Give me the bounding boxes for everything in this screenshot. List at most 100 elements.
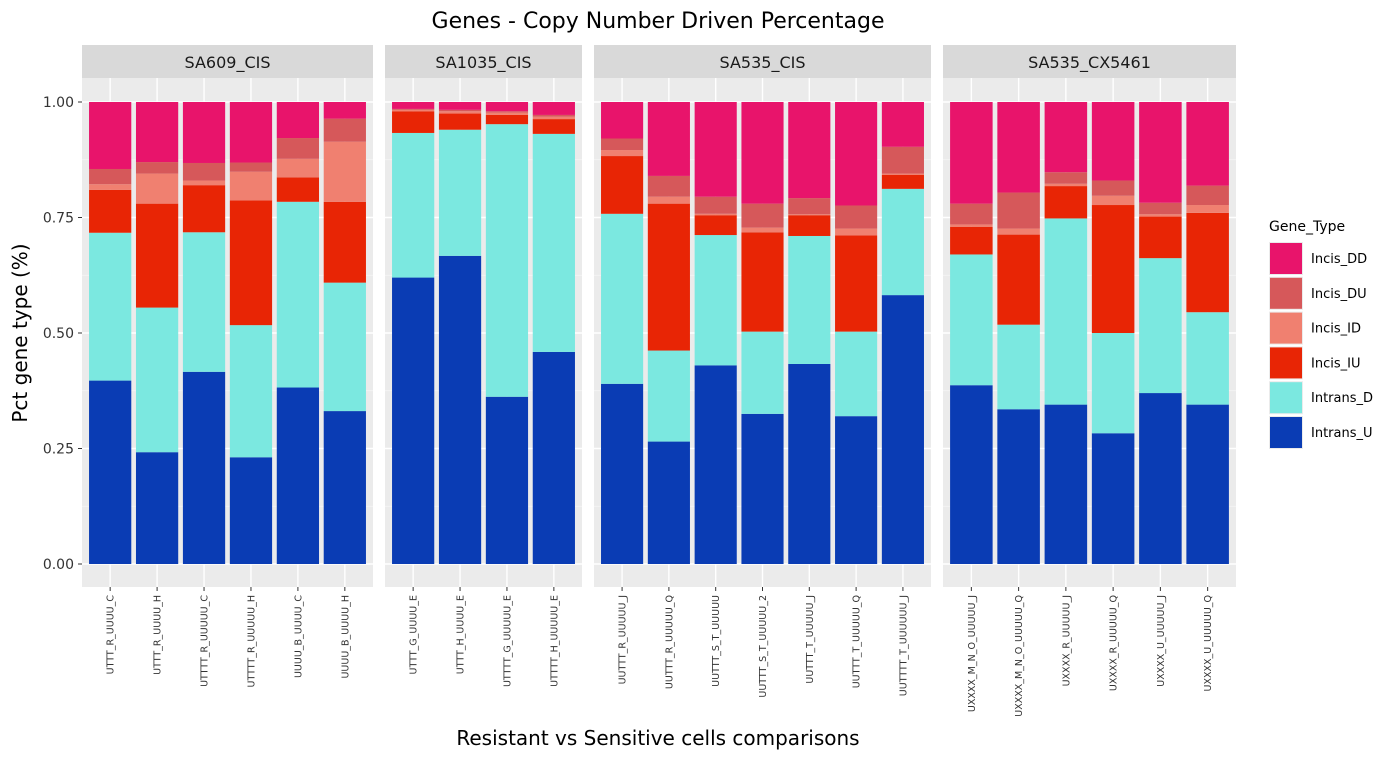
bar-segment-incis-du [881, 146, 924, 174]
bar-segment-intrans-d [438, 129, 482, 256]
x-tick-label: UUUU_B_UUUU_H [340, 595, 351, 679]
bar-segment-incis-du [323, 118, 366, 142]
bar-segment-incis-iu [229, 200, 273, 326]
legend: Gene_Type Incis_DD Incis_DU Incis_ID Incis_I… [1269, 219, 1373, 449]
legend-swatch [1270, 243, 1302, 274]
bar-segment-incis-id [997, 228, 1040, 235]
x-tick-label: UXXXX_R_UUUUU_J [1061, 595, 1072, 686]
x-tick-label: UTTTT_R_UUUUU_C [200, 595, 211, 687]
bar-segment-intrans-u [438, 255, 482, 564]
bar-segment-incis-iu [601, 156, 644, 214]
bar-segment-intrans-d [182, 232, 226, 372]
y-tick-label: 0.50 [43, 326, 74, 342]
facet-strip-label: SA1035_CIS [435, 53, 531, 73]
bar-segment-incis-iu [438, 113, 482, 130]
bar-segment-intrans-d [647, 350, 690, 442]
x-tick-label: UUTTT_S_T_UUUUU_2 [758, 595, 769, 698]
legend-entry: Incis_ID [1269, 311, 1361, 345]
bar-segment-intrans-d [1044, 218, 1088, 405]
bar-segment-incis-du [601, 138, 644, 151]
legend-title: Gene_Type [1269, 219, 1345, 235]
legend-entry: Intrans_D [1269, 381, 1373, 415]
x-tick-label: UTTT_R_UUUU_C [106, 595, 117, 675]
bar-segment-incis-dd [647, 102, 690, 176]
bar-segment-incis-id [1044, 183, 1088, 187]
bar-segment-intrans-u [950, 385, 993, 564]
bar-segment-incis-dd [601, 102, 644, 139]
legend-label: Incis_ID [1311, 322, 1361, 337]
legend-label: Intrans_D [1311, 391, 1373, 406]
bar-segment-intrans-u [1044, 404, 1088, 564]
bar-segment-intrans-u [276, 387, 320, 564]
x-tick-label: UTTTT_H_UUUUU_E [549, 595, 560, 687]
y-tick-label: 0.25 [43, 442, 74, 458]
legend-label: Incis_DU [1311, 287, 1367, 302]
bar-segment-incis-iu [647, 203, 690, 351]
bar-segment-incis-id [485, 112, 529, 115]
x-tick-label: UXXXX_R_UUUUU_Q [1109, 595, 1120, 691]
bar-segment-incis-du [485, 111, 529, 113]
bar-segment-incis-du [835, 205, 878, 229]
bar-segment-intrans-d [997, 324, 1040, 410]
bar-segment-intrans-u [485, 396, 529, 564]
x-tick-label: UUTTT_R_UUUUU_J [618, 595, 629, 684]
facet-strip-label: SA535_CX5461 [1028, 53, 1151, 73]
bar-segment-intrans-u [135, 452, 179, 564]
bar-segment-incis-dd [1186, 102, 1229, 186]
bar-segment-incis-du [997, 192, 1040, 229]
legend-label: Incis_DD [1311, 252, 1367, 267]
bar-segment-incis-id [276, 158, 320, 178]
facet-panel: SA535_CIS UUTTT_R_UUUUU_J UUTTT_R_UUUUU_Q U… [594, 45, 931, 698]
bar-segment-incis-dd [135, 102, 179, 163]
bar-segment-incis-dd [1091, 102, 1135, 181]
bar-segment-incis-iu [485, 114, 529, 125]
facet-panel: SA535_CX5461 UXXXX_M_N_O_UUUUU_J UXXXX_M_N… [943, 45, 1236, 717]
bar-segment-incis-dd [835, 102, 878, 206]
bar-segment-intrans-d [276, 201, 320, 388]
bar-segment-intrans-u [741, 413, 784, 564]
bar-segment-incis-dd [392, 102, 435, 109]
y-tick-label: 1.00 [43, 95, 74, 111]
bar-segment-intrans-u [1091, 433, 1135, 564]
bar-segment-intrans-d [1186, 312, 1229, 405]
bar-segment-intrans-d [835, 331, 878, 417]
bar-segment-incis-iu [694, 215, 737, 236]
legend-swatch [1270, 417, 1302, 448]
bar-segment-intrans-u [1186, 404, 1229, 564]
bar-segment-incis-iu [532, 119, 575, 134]
bar-segment-intrans-d [788, 235, 831, 364]
facet-strip [594, 45, 931, 78]
bar-segment-incis-id [788, 214, 831, 216]
facet-panel: SA1035_CIS UTTT_G_UUUU_E UTTT_H_UUUU_E UTTT… [385, 45, 582, 687]
bar-segment-intrans-u [601, 383, 644, 564]
bar-segment-incis-du [438, 109, 482, 112]
bar-segment-incis-iu [1091, 205, 1135, 333]
bar-segment-incis-iu [1044, 186, 1088, 219]
bar-segment-intrans-d [950, 254, 993, 386]
x-tick-label: UXXXX_U_UUUUU_J [1156, 595, 1167, 687]
bar-segment-incis-iu [392, 111, 435, 133]
bar-segment-incis-du [950, 203, 993, 225]
bar-segment-incis-id [392, 109, 435, 112]
x-tick-label: UUTTT_T_UUUUU_J [805, 595, 816, 684]
bar-segment-incis-du [89, 168, 132, 185]
bar-segment-incis-iu [881, 174, 924, 189]
x-axis-title: Resistant vs Sensitive cells comparisons [456, 726, 859, 750]
bar-segment-incis-dd [485, 102, 529, 112]
bar-segment-incis-dd [694, 102, 737, 197]
bar-segment-incis-du [532, 114, 575, 117]
facet-strip [943, 45, 1236, 78]
bar-segment-incis-iu [950, 226, 993, 255]
bar-segment-incis-du [788, 198, 831, 215]
x-tick-label: UUTTTT_T_UUUUUU_J [898, 595, 909, 696]
bar-segment-intrans-u [1139, 393, 1182, 564]
y-axis-title: Pct gene type (%) [8, 243, 32, 422]
bar-segment-incis-du [182, 162, 226, 181]
bar-segment-intrans-d [881, 188, 924, 296]
bar-segment-incis-dd [182, 102, 226, 163]
bar-segment-intrans-d [741, 331, 784, 414]
bar-segment-incis-id [835, 228, 878, 236]
bar-segment-incis-dd [1044, 102, 1088, 173]
legend-entry: Incis_IU [1269, 346, 1360, 380]
bar-segment-intrans-u [182, 371, 226, 564]
